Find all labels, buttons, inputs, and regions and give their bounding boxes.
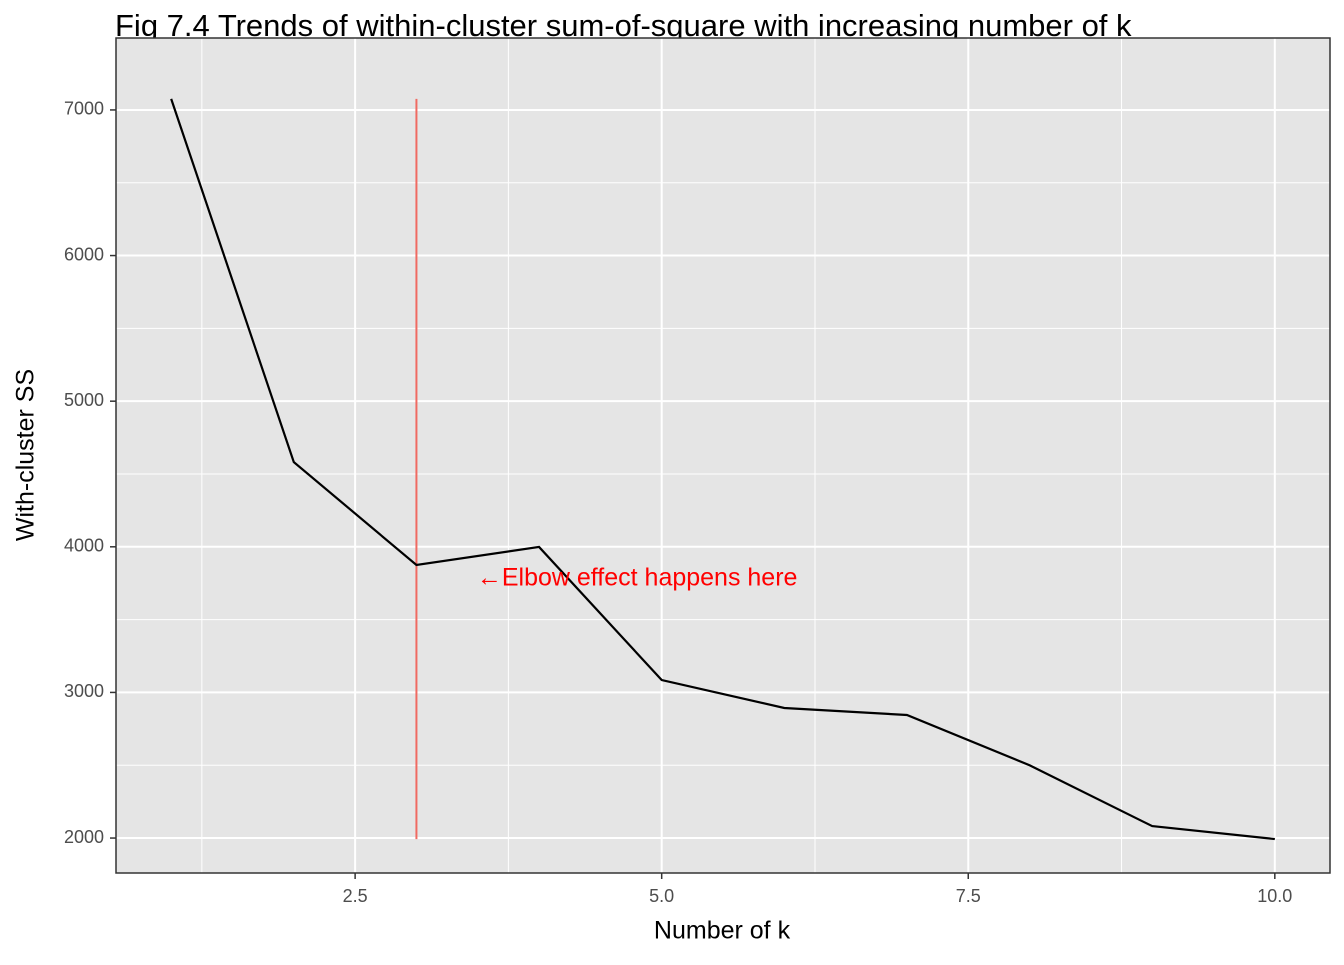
line bbox=[170, 98, 1275, 841]
y-axis-label: With-cluster SS bbox=[12, 369, 40, 541]
y-tick-label: 6000 bbox=[64, 244, 104, 264]
y-tick-label: 2000 bbox=[64, 827, 104, 847]
x-tick-label: 7.5 bbox=[956, 886, 981, 906]
x-tick-label: 2.5 bbox=[343, 886, 368, 906]
panel-border bbox=[115, 37, 1331, 874]
y-tick-label: 5000 bbox=[64, 390, 104, 410]
y-tick-label: 4000 bbox=[64, 536, 104, 556]
y-tick-label: 3000 bbox=[64, 681, 104, 701]
x-tick-label: 10.0 bbox=[1257, 886, 1292, 906]
x-tick-label: 5.0 bbox=[649, 886, 674, 906]
x-axis-label: Number of k bbox=[654, 917, 791, 945]
panel bbox=[116, 38, 1330, 873]
y-tick-label: 7000 bbox=[64, 99, 104, 119]
annotation: ←Elbow effect happens here bbox=[477, 563, 798, 591]
